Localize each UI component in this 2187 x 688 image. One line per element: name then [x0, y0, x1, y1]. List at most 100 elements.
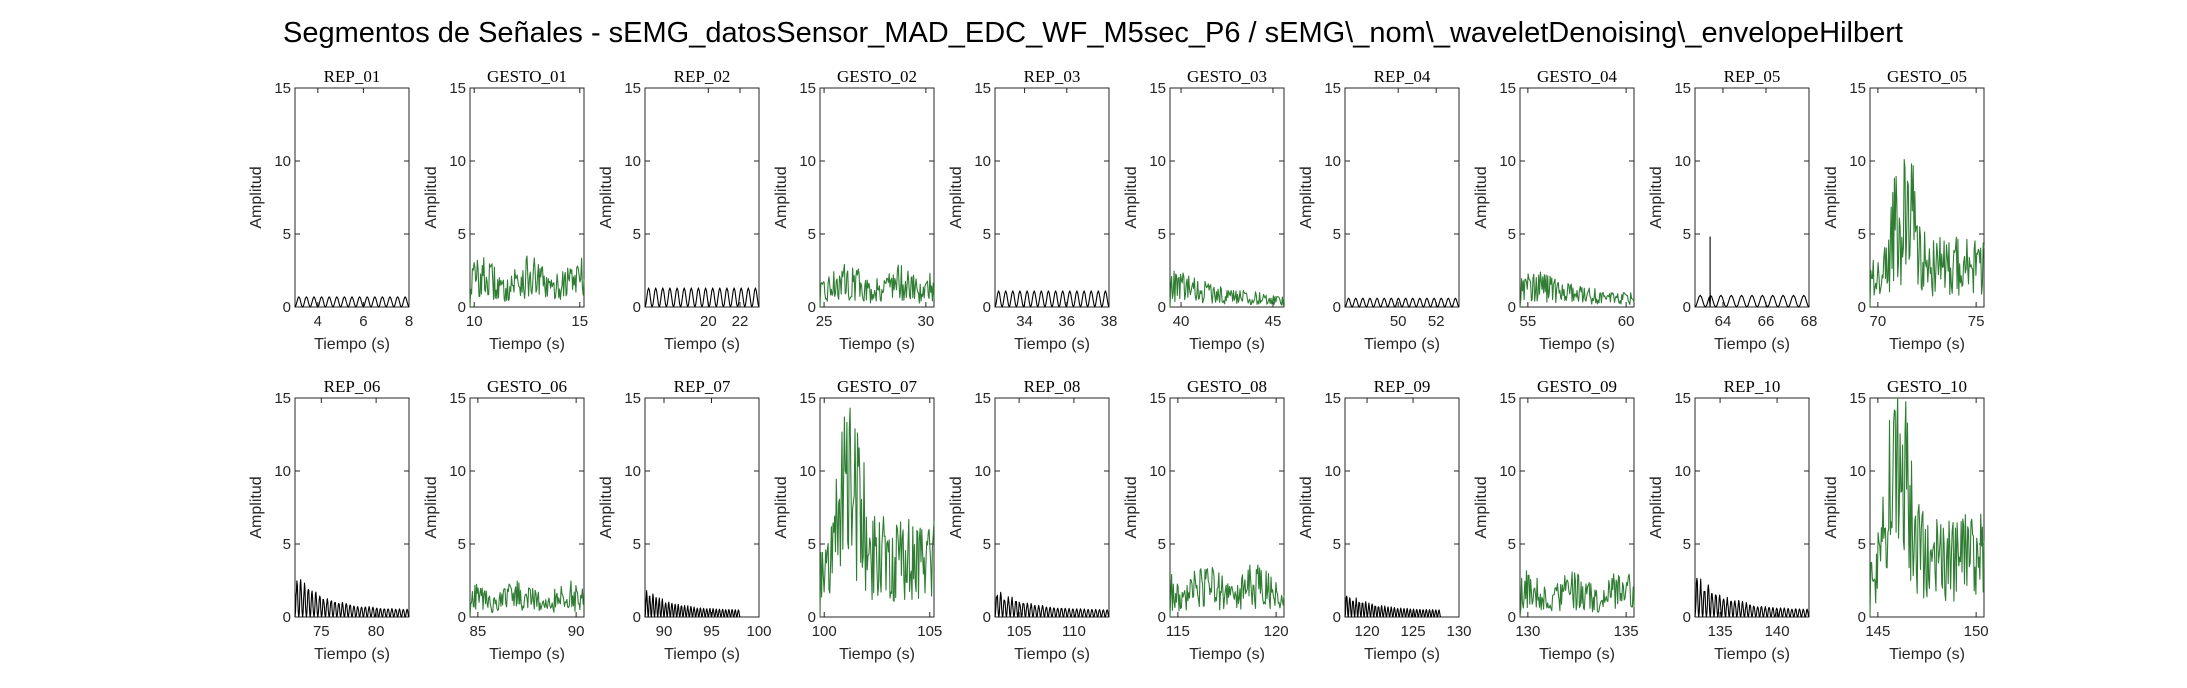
chart-7: REP_04 0 5 10 15 50 52 Tiempo (s) Amplitud	[1298, 67, 1460, 353]
chart-3-axes-box	[644, 87, 760, 308]
chart-6-xtick-label: 40	[1173, 313, 1190, 330]
chart-12-ylabel: Amplitud	[423, 476, 440, 538]
chart-15: REP_08 0 5 10 15 105 110 Tiempo (s) Amplitud	[948, 377, 1110, 663]
chart-6-ytick-label: 0	[1158, 299, 1166, 316]
chart-18-axes-box	[1519, 397, 1635, 618]
chart-13-xtick-label: 95	[703, 623, 720, 640]
chart-7-title: REP_04	[1374, 67, 1431, 86]
chart-20-ytick-label: 5	[1858, 536, 1866, 553]
chart-9: REP_05 0 5 10 15 64 66 68 Tiempo (s) Amplitud	[1648, 67, 1817, 353]
chart-13-axes-box	[644, 397, 760, 618]
chart-19-ylabel: Amplitud	[1648, 476, 1665, 538]
chart-6-ylabel: Amplitud	[1123, 166, 1140, 228]
chart-3-xtick-label: 22	[732, 313, 749, 330]
figure-title: Segmentos de Señales - sEMG_datosSensor_…	[283, 17, 1903, 49]
chart-17: REP_09 0 5 10 15 120 125 130 Tiempo (s) Amplitud	[1298, 377, 1472, 663]
chart-1-xtick-label: 8	[405, 313, 413, 330]
chart-20-ylabel: Amplitud	[1823, 476, 1840, 538]
chart-6-axes-box	[1169, 87, 1285, 308]
chart-12-axes-box	[469, 397, 585, 618]
chart-20-xlabel: Tiempo (s)	[1889, 646, 1965, 663]
chart-14-ylabel: Amplitud	[773, 476, 790, 538]
chart-12-xtick-label: 90	[568, 623, 585, 640]
chart-5-ylabel: Amplitud	[948, 166, 965, 228]
chart-11-signal-line	[294, 579, 410, 618]
chart-20-ytick-label: 10	[1849, 463, 1866, 480]
chart-14-ytick-label: 10	[799, 463, 816, 480]
chart-5-ytick-label: 10	[974, 153, 991, 170]
chart-3: REP_02 0 5 10 15 20 22 Tiempo (s) Amplitud	[598, 67, 760, 353]
chart-16: GESTO_08 0 5 10 15 115 120 Tiempo (s) Amplitud	[1123, 377, 1289, 663]
chart-17-ytick-label: 5	[1333, 536, 1341, 553]
chart-7-xlabel: Tiempo (s)	[1364, 336, 1440, 353]
chart-15-signal-line	[994, 591, 1110, 618]
chart-9-axes-box	[1694, 87, 1810, 308]
chart-11-ytick-label: 15	[274, 390, 291, 407]
chart-15-xlabel: Tiempo (s)	[1014, 646, 1090, 663]
chart-17-signal-line	[1344, 595, 1442, 618]
chart-7-ytick-label: 10	[1324, 153, 1341, 170]
chart-20-xtick-label: 145	[1865, 623, 1890, 640]
chart-5-title: REP_03	[1024, 67, 1081, 86]
chart-9-xlabel: Tiempo (s)	[1714, 336, 1790, 353]
chart-10-ylabel: Amplitud	[1823, 166, 1840, 228]
chart-3-ytick-label: 5	[633, 226, 641, 243]
chart-13: REP_07 0 5 10 15 90 95 100 Tiempo (s) Amplitud	[598, 377, 772, 663]
chart-19-xtick-label: 135	[1708, 623, 1733, 640]
chart-10-ytick-label: 15	[1849, 80, 1866, 97]
chart-5-xtick-label: 36	[1058, 313, 1075, 330]
chart-15-ytick-label: 15	[974, 390, 991, 407]
chart-16-ytick-label: 10	[1149, 463, 1166, 480]
chart-11-ytick-label: 0	[283, 609, 291, 626]
chart-11-ylabel: Amplitud	[248, 476, 265, 538]
chart-12-ytick-label: 10	[449, 463, 466, 480]
chart-13-xtick-label: 100	[746, 623, 771, 640]
chart-13-ytick-label: 10	[624, 463, 641, 480]
chart-7-ytick-label: 5	[1333, 226, 1341, 243]
chart-2-ytick-label: 0	[458, 299, 466, 316]
chart-5: REP_03 0 5 10 15 34 36 38 Tiempo (s) Amplitud	[948, 67, 1117, 353]
chart-1-xtick-label: 6	[359, 313, 367, 330]
chart-1-title: REP_01	[324, 67, 381, 86]
chart-1-ytick-label: 10	[274, 153, 291, 170]
chart-20-signal-line	[1869, 397, 1985, 618]
chart-5-xtick-label: 38	[1101, 313, 1118, 330]
chart-14-xtick-label: 105	[917, 623, 942, 640]
chart-15-axes-box	[994, 397, 1110, 618]
chart-1-axes-box	[294, 87, 410, 308]
chart-13-xtick-label: 90	[656, 623, 673, 640]
chart-8-ytick-label: 5	[1508, 226, 1516, 243]
chart-15-ytick-label: 0	[983, 609, 991, 626]
chart-11-xtick-label: 80	[368, 623, 385, 640]
chart-1-ytick-label: 15	[274, 80, 291, 97]
chart-18-ytick-label: 5	[1508, 536, 1516, 553]
chart-11-axes-box	[294, 397, 410, 618]
chart-7-axes-box	[1344, 87, 1460, 308]
chart-6-title: GESTO_03	[1187, 67, 1267, 86]
chart-4-ytick-label: 15	[799, 80, 816, 97]
chart-12-xtick-label: 85	[470, 623, 487, 640]
chart-16-title: GESTO_08	[1187, 377, 1267, 396]
chart-9-ytick-label: 10	[1674, 153, 1691, 170]
chart-4-ytick-label: 0	[808, 299, 816, 316]
chart-4-xlabel: Tiempo (s)	[839, 336, 915, 353]
chart-18-ylabel: Amplitud	[1473, 476, 1490, 538]
chart-15-ylabel: Amplitud	[948, 476, 965, 538]
chart-7-xtick-label: 52	[1428, 313, 1445, 330]
chart-19-signal-line	[1694, 577, 1810, 618]
chart-5-axes-box	[994, 87, 1110, 308]
chart-6-xtick-label: 45	[1265, 313, 1282, 330]
chart-2-xlabel: Tiempo (s)	[489, 336, 565, 353]
chart-2-xtick-label: 10	[466, 313, 483, 330]
chart-9-xtick-label: 64	[1715, 313, 1732, 330]
chart-12-signal-line	[469, 580, 585, 618]
chart-17-ytick-label: 10	[1324, 463, 1341, 480]
chart-8-ytick-label: 0	[1508, 299, 1516, 316]
chart-9-xtick-label: 68	[1801, 313, 1818, 330]
chart-18-ytick-label: 0	[1508, 609, 1516, 626]
chart-18-xtick-label: 135	[1614, 623, 1639, 640]
chart-11-ytick-label: 10	[274, 463, 291, 480]
chart-1-xlabel: Tiempo (s)	[314, 336, 390, 353]
chart-3-ytick-label: 10	[624, 153, 641, 170]
